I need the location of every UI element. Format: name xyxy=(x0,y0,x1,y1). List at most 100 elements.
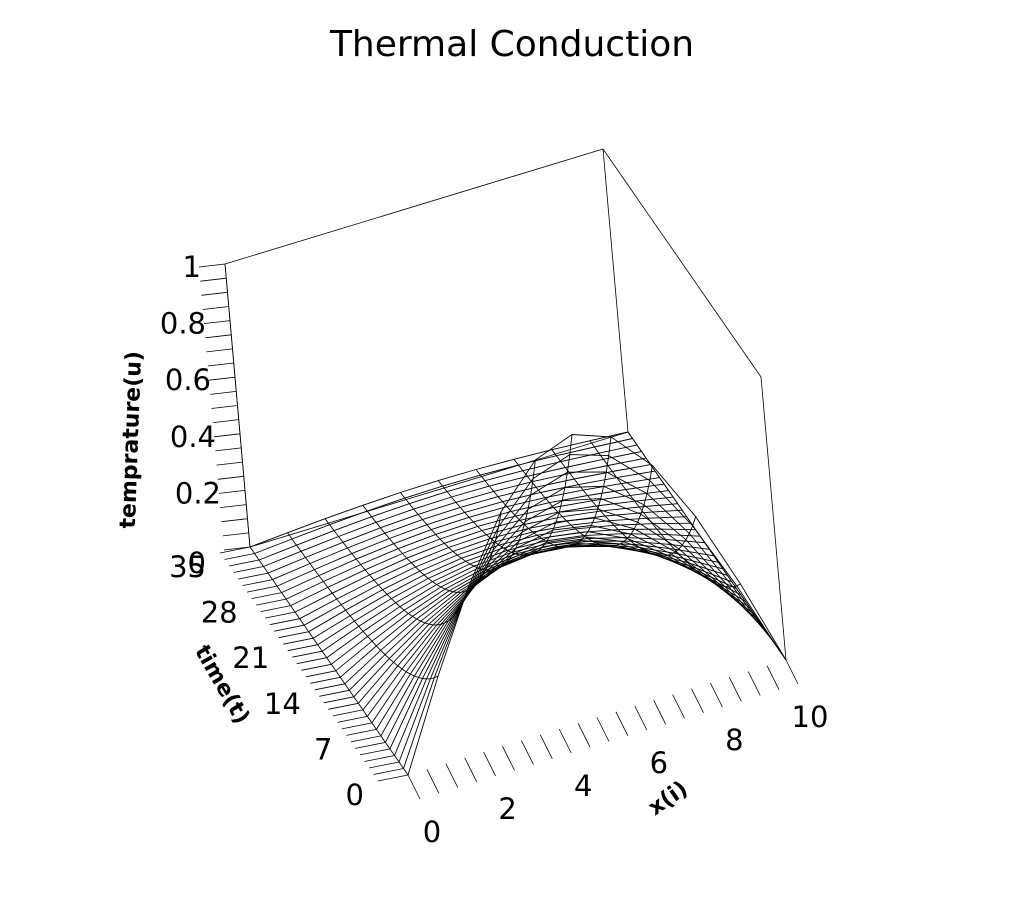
x-tick xyxy=(672,694,685,719)
time-tick xyxy=(278,631,309,639)
box-edge xyxy=(249,431,629,548)
x-tick xyxy=(407,774,421,800)
time-tick xyxy=(283,637,314,645)
x-tick xyxy=(502,746,515,771)
x-tick-label: 4 xyxy=(574,769,592,803)
box-edge xyxy=(602,148,762,378)
time-tick xyxy=(346,729,377,736)
x-tick xyxy=(766,665,780,690)
z-tick-label: 0 xyxy=(188,546,206,580)
z-tick-label: 0.2 xyxy=(175,476,221,510)
surface-row-line xyxy=(340,544,719,678)
x-tick-label: 10 xyxy=(792,700,829,734)
surface-column-line xyxy=(400,459,536,571)
z-tick-label: 0.4 xyxy=(170,420,216,454)
time-tick xyxy=(219,546,251,554)
time-tick xyxy=(323,696,354,704)
time-tick-label: 0 xyxy=(346,778,364,812)
time-tick xyxy=(260,605,291,612)
x-tick-label: 0 xyxy=(423,815,441,849)
z-tick xyxy=(218,490,246,494)
x-tick xyxy=(691,688,704,713)
surface-row-line xyxy=(254,438,633,554)
time-tick xyxy=(368,761,400,769)
box-edge xyxy=(224,148,604,265)
time-tick xyxy=(373,768,404,775)
x-tick xyxy=(426,769,440,794)
x-tick xyxy=(577,723,591,748)
time-tick-label: 21 xyxy=(232,641,269,675)
time-tick xyxy=(251,592,282,599)
time-tick xyxy=(274,624,305,632)
time-tick xyxy=(377,774,409,782)
time-tick xyxy=(355,742,386,749)
time-tick xyxy=(301,663,332,671)
x-tick-label: 2 xyxy=(498,792,516,826)
box-edge xyxy=(760,376,787,661)
time-tick xyxy=(328,702,359,710)
z-tick-label: 0.6 xyxy=(165,363,211,397)
box-edge xyxy=(602,148,629,433)
z-tick xyxy=(212,419,239,423)
time-tick xyxy=(310,676,341,684)
time-tick-label: 7 xyxy=(314,732,332,766)
x-tick xyxy=(539,734,553,759)
time-tick xyxy=(265,611,296,619)
z-tick-label: 1 xyxy=(183,250,201,284)
time-tick-label: 28 xyxy=(201,596,238,630)
chart-title: Thermal Conduction xyxy=(329,24,694,65)
x-tick xyxy=(728,677,742,702)
z-tick-label: 0.8 xyxy=(160,307,206,341)
z-tick xyxy=(222,532,249,537)
time-tick xyxy=(292,650,323,658)
surface-row-line xyxy=(376,525,755,730)
x-tick xyxy=(785,659,799,685)
time-tick xyxy=(332,709,363,717)
temperature-axis-label: temprature(u) xyxy=(116,351,147,529)
surface-row-line xyxy=(380,517,760,737)
surface-column-line xyxy=(437,434,573,556)
z-tick xyxy=(205,334,232,339)
z-tick xyxy=(206,348,233,353)
time-tick-label: 14 xyxy=(264,687,301,721)
bounding-box xyxy=(224,148,787,661)
time-tick xyxy=(341,722,372,730)
z-tick xyxy=(210,391,237,395)
time-tick xyxy=(319,689,350,697)
z-tick xyxy=(216,461,243,466)
x-tick xyxy=(634,705,648,731)
time-tick xyxy=(224,553,255,560)
x-tick-label: 6 xyxy=(650,746,668,780)
surface-column-line xyxy=(362,505,502,593)
z-tick xyxy=(213,433,241,438)
time-tick xyxy=(359,748,390,756)
x-tick xyxy=(747,671,761,696)
time-tick xyxy=(337,716,368,723)
surface-row-line xyxy=(312,522,692,639)
time-tick xyxy=(364,755,395,762)
surface-mesh xyxy=(249,431,787,776)
time-tick xyxy=(350,735,381,743)
z-tick xyxy=(202,306,229,310)
z-tick xyxy=(208,376,236,381)
x-tick xyxy=(483,751,496,777)
time-tick xyxy=(314,683,345,691)
time-tick xyxy=(242,579,273,586)
surface-row-line xyxy=(335,542,714,672)
surface-row-line xyxy=(348,545,728,691)
time-tick xyxy=(269,618,300,626)
x-tick xyxy=(596,717,610,742)
z-tick xyxy=(217,475,244,480)
surface-row-line xyxy=(344,545,723,685)
time-tick xyxy=(256,598,287,606)
z-tick xyxy=(203,320,231,324)
z-tick xyxy=(207,362,234,367)
x-tick xyxy=(710,682,723,708)
z-tick xyxy=(198,263,226,268)
z-tick xyxy=(200,277,227,282)
surface-column-line xyxy=(627,431,787,661)
z-axis-line xyxy=(224,263,251,548)
surface-column-line xyxy=(475,436,612,548)
